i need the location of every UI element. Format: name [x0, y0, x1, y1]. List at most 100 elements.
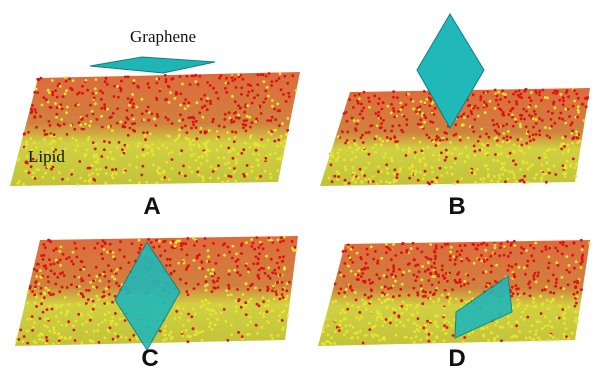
graphene-label: Graphene	[130, 27, 196, 46]
lipid-atom	[131, 114, 134, 117]
lipid-atom	[419, 339, 422, 342]
lipid-atom	[77, 104, 80, 107]
lipid-atom	[99, 168, 102, 171]
lipid-atom	[531, 324, 534, 327]
lipid-atom	[274, 290, 277, 293]
lipid-atom	[429, 272, 432, 275]
lipid-atom	[372, 175, 375, 178]
lipid-atom	[444, 332, 447, 335]
lipid-atom	[197, 144, 200, 147]
lipid-atom	[125, 336, 128, 339]
lipid-atom	[98, 341, 101, 344]
lipid-atom	[43, 129, 46, 132]
lipid-atom	[546, 149, 549, 152]
lipid-atom	[115, 272, 118, 275]
lipid-atom	[344, 262, 347, 265]
lipid-atom	[473, 145, 476, 148]
lipid-atom	[551, 112, 554, 115]
lipid-atom	[532, 301, 535, 304]
lipid-atom	[396, 176, 399, 179]
lipid-atom	[270, 133, 273, 136]
page: Graphene Lipid A B C D (() => { const da…	[0, 0, 598, 370]
lipid-atom	[80, 342, 83, 345]
lipid-atom	[388, 298, 391, 301]
lipid-atom	[335, 158, 338, 161]
lipid-atom	[93, 330, 96, 333]
lipid-atom	[217, 157, 220, 160]
lipid-atom	[33, 91, 36, 94]
lipid-atom	[540, 164, 543, 167]
lipid-atom	[571, 129, 574, 132]
lipid-atom	[262, 247, 265, 250]
lipid-atom	[233, 269, 236, 272]
lipid-atom	[227, 147, 230, 150]
lipid-atom	[113, 278, 116, 281]
lipid-atom	[184, 98, 187, 101]
lipid-atom	[414, 264, 417, 267]
lipid-atom	[168, 86, 171, 89]
lipid-atom	[95, 161, 98, 164]
lipid-atom	[61, 304, 64, 307]
lipid-atom	[206, 159, 209, 162]
lipid-atom	[370, 246, 373, 249]
lipid-atom	[47, 276, 50, 279]
lipid-atom	[501, 140, 504, 143]
lipid-atom	[175, 310, 178, 313]
lipid-atom	[511, 116, 514, 119]
lipid-atom	[176, 305, 179, 308]
lipid-atom	[431, 284, 434, 287]
lipid-atom	[181, 331, 184, 334]
lipid-atom	[360, 103, 363, 106]
lipid-atom	[255, 236, 258, 239]
lipid-atom	[184, 125, 187, 128]
lipid-atom	[577, 97, 580, 100]
lipid-atom	[31, 290, 34, 293]
lipid-atom	[509, 152, 512, 155]
lipid-atom	[369, 181, 372, 184]
lipid-atom	[420, 100, 423, 103]
lipid-atom	[66, 286, 69, 289]
lipid-atom	[209, 272, 212, 275]
lipid-atom	[564, 108, 567, 111]
lipid-atom	[60, 324, 63, 327]
lipid-atom	[236, 265, 239, 268]
lipid-atom	[205, 299, 208, 302]
lipid-atom	[470, 110, 473, 113]
lipid-atom	[209, 102, 212, 105]
lipid-atom	[490, 179, 493, 182]
lipid-atom	[112, 255, 115, 258]
lipid-atom	[86, 114, 89, 117]
lipid-atom	[339, 312, 342, 315]
lipid-atom	[193, 144, 196, 147]
lipid-atom	[468, 104, 471, 107]
lipid-atom	[524, 273, 527, 276]
lipid-atom	[202, 176, 205, 179]
lipid-atom	[506, 135, 509, 138]
lipid-atom	[250, 170, 253, 173]
lipid-atom	[95, 275, 98, 278]
lipid-atom	[446, 326, 449, 329]
lipid-atom	[334, 283, 337, 286]
lipid-atom	[334, 330, 337, 333]
lipid-atom	[164, 74, 167, 77]
lipid-atom	[433, 113, 436, 116]
lipid-atom	[249, 126, 252, 129]
lipid-atom	[70, 173, 73, 176]
lipid-atom	[563, 333, 566, 336]
lipid-atom	[262, 267, 265, 270]
lipid-atom	[41, 339, 44, 342]
lipid-atom	[523, 181, 526, 184]
lipid-atom	[441, 294, 444, 297]
lipid-atom	[419, 105, 422, 108]
lipid-atom	[228, 111, 231, 114]
lipid-atom	[216, 318, 219, 321]
lipid-atom	[45, 287, 48, 290]
lipid-atom	[534, 177, 537, 180]
lipid-atom	[231, 95, 234, 98]
lipid-atom	[265, 75, 268, 78]
lipid-atom	[227, 161, 230, 164]
lipid-atom	[151, 143, 154, 146]
lipid-atom	[239, 274, 242, 277]
lipid-atom	[353, 119, 356, 122]
lipid-atom	[265, 255, 268, 258]
